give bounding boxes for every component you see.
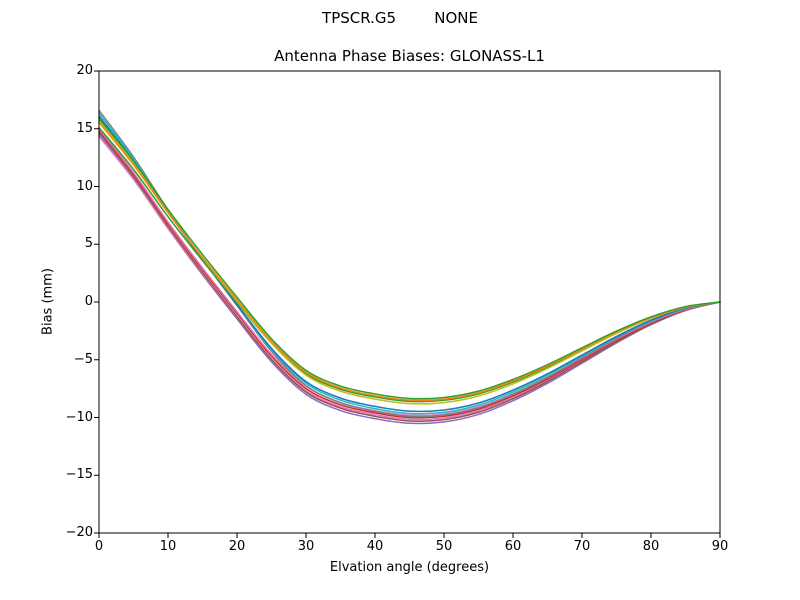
- y-tick-label: 20: [76, 63, 93, 78]
- x-tick-label: 60: [504, 539, 522, 554]
- figure-suptitle: TPSCR.G5 NONE: [322, 9, 478, 27]
- x-tick-label: 30: [297, 539, 315, 554]
- x-tick-label: 10: [159, 539, 177, 554]
- series-line: [98, 133, 721, 425]
- series-line: [98, 131, 721, 422]
- series-line: [98, 117, 721, 400]
- series-line: [98, 135, 721, 421]
- y-tick-label: −5: [73, 351, 93, 367]
- x-tick-label: 50: [435, 539, 453, 554]
- x-tick-label: 20: [228, 539, 246, 554]
- x-axis-label: Elvation angle (degrees): [329, 560, 490, 575]
- series-line: [98, 126, 721, 403]
- y-axis-label: Bias (mm): [40, 268, 56, 335]
- y-tick-label: 5: [84, 236, 93, 252]
- series-line: [98, 115, 721, 413]
- series-line: [98, 129, 721, 419]
- y-tick-label: 15: [76, 120, 93, 136]
- series-line: [98, 112, 721, 415]
- x-tick-label: 0: [94, 539, 104, 554]
- x-tick-label: 80: [642, 539, 660, 554]
- y-tick-label: −10: [65, 409, 93, 425]
- series-line: [98, 128, 721, 417]
- y-tick-label: −15: [65, 467, 93, 483]
- x-tick-label: 90: [711, 539, 729, 554]
- x-tick-label: 70: [573, 539, 591, 554]
- axes-box: [98, 70, 721, 534]
- y-tick-label: −20: [65, 525, 93, 540]
- x-tick-label: 40: [366, 539, 384, 554]
- y-tick-label: 10: [76, 178, 93, 194]
- series-line: [98, 109, 721, 418]
- y-tick-label: 0: [84, 294, 93, 309]
- series-line: [98, 121, 721, 402]
- plot-title: Antenna Phase Biases: GLONASS-L1: [274, 47, 545, 65]
